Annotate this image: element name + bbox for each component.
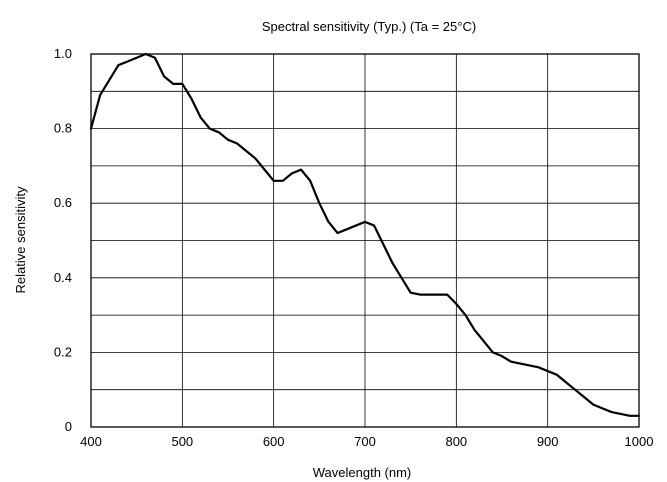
x-tick-label: 500 [171,434,193,449]
x-tick-label: 800 [445,434,467,449]
y-tick-label: 0.2 [54,344,72,359]
x-axis-label: Wavelength (nm) [313,465,412,480]
x-tick-label: 700 [354,434,376,449]
series-group [89,52,641,417]
x-tick-label: 1000 [625,434,654,449]
y-tick-label: 0.4 [54,270,72,285]
chart-title: Spectral sensitivity (Typ.) (Ta = 25°C) [262,19,476,34]
x-tick-label: 900 [537,434,559,449]
y-tick-label: 1.0 [54,46,72,61]
x-axis-ticks: 400 500 600 700 800 900 1000 [80,434,653,449]
series-line [89,52,641,417]
y-tick-label: 0 [65,419,72,434]
grid [90,53,640,428]
x-tick-label: 600 [263,434,285,449]
y-tick-label: 0.8 [54,121,72,136]
x-tick-label: 400 [80,434,102,449]
plot-frame [90,53,640,428]
y-tick-label: 0.6 [54,195,72,210]
y-axis-label: Relative sensitivity [13,186,28,293]
y-axis-ticks: 0 0.2 0.4 0.6 0.8 1.0 [54,46,72,434]
